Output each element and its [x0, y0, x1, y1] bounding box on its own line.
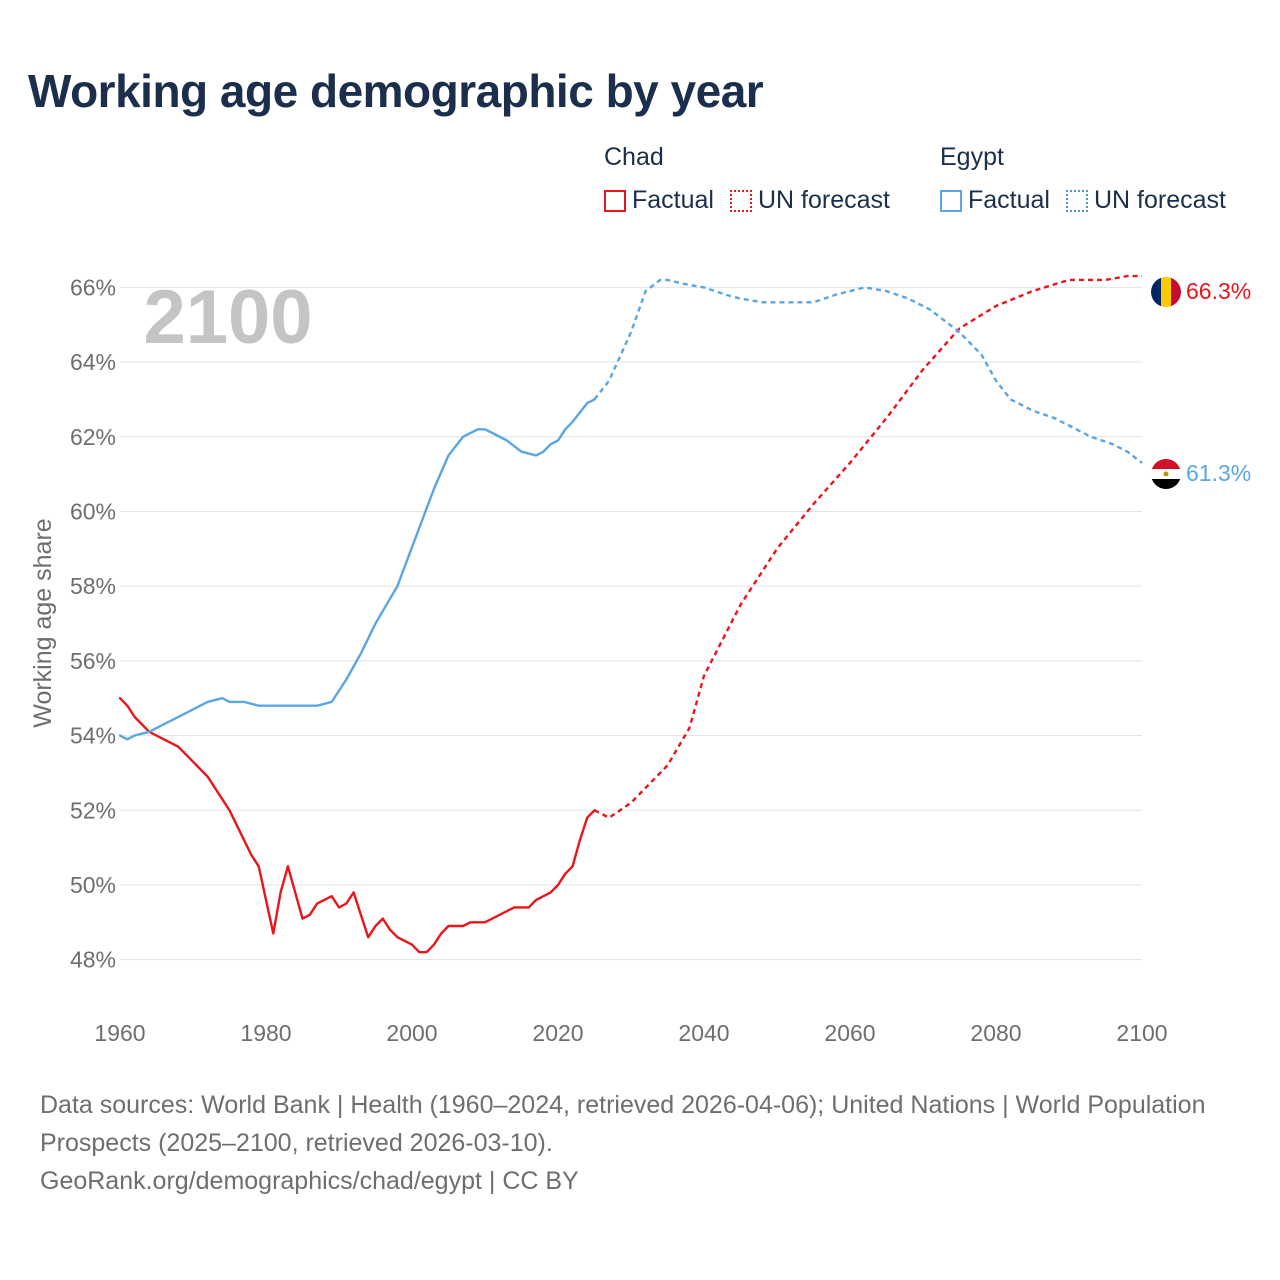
series-lines — [118, 274, 1143, 954]
y-tick-label: 62% — [70, 424, 116, 450]
y-axis-ticks: 48% 50% 52% 54% 56% 58% 60% 62% 64% 66% — [70, 274, 116, 972]
y-tick-label: 48% — [70, 947, 116, 973]
legend-egypt: Egypt Factual UN forecast — [940, 143, 1226, 215]
chad-factual-line — [118, 697, 596, 954]
y-tick-label: 54% — [70, 723, 116, 749]
chad-forecast-line — [593, 274, 1142, 819]
legend-egypt-forecast-label: UN forecast — [1093, 186, 1226, 214]
legend-swatch-dotted — [729, 189, 752, 212]
egypt-factual-line — [118, 398, 596, 741]
x-tick-label: 2040 — [678, 1020, 729, 1046]
legend-swatch-solid — [940, 189, 962, 212]
egypt-forecast-line — [593, 278, 1143, 464]
chart-title: Working age demographic by year — [28, 65, 764, 117]
legend-egypt-forecast[interactable]: UN forecast — [1065, 186, 1226, 215]
legend-swatch-dotted — [1065, 189, 1088, 212]
x-tick-label: 2020 — [532, 1020, 583, 1046]
x-tick-label: 2080 — [970, 1020, 1021, 1046]
y-tick-label: 66% — [70, 274, 116, 300]
x-tick-label: 2100 — [1116, 1020, 1167, 1046]
y-tick-label: 50% — [70, 872, 116, 898]
legend-egypt-factual[interactable]: Factual — [940, 186, 1050, 215]
egypt-end-value-label: 61.3% — [1186, 460, 1251, 486]
grid-lines — [120, 286, 1142, 961]
x-tick-label: 1980 — [240, 1020, 291, 1046]
line-chart: 48% 50% 52% 54% 56% 58% 60% 62% 64% 66% 1960 1980 2… — [29, 274, 1251, 1046]
egypt-flag-icon — [1151, 459, 1181, 489]
legend-swatch-solid — [604, 189, 626, 212]
x-tick-label: 1960 — [94, 1020, 145, 1046]
legend-chad-forecast[interactable]: UN forecast — [729, 186, 890, 215]
year-watermark: 2100 — [143, 275, 312, 360]
legend-chad-factual-label: Factual — [632, 186, 714, 214]
credit-text: GeoRank.org/demographics/chad/egypt | CC… — [40, 1167, 579, 1195]
y-tick-label: 60% — [70, 498, 116, 524]
y-axis-label: Working age share — [29, 518, 57, 727]
data-sources-text: Data sources: World Bank | Health (1960–… — [40, 1091, 1206, 1157]
legend-chad-factual[interactable]: Factual — [604, 186, 714, 215]
legend-egypt-title: Egypt — [940, 143, 1004, 171]
x-axis-ticks: 1960 1980 2000 2020 2040 2060 2080 2100 — [94, 1020, 1167, 1046]
y-tick-label: 64% — [70, 349, 116, 375]
y-tick-label: 56% — [70, 648, 116, 674]
legend-chad-title: Chad — [604, 143, 664, 171]
x-tick-label: 2060 — [824, 1020, 875, 1046]
footer: Data sources: World Bank | Health (1960–… — [40, 1086, 1240, 1200]
x-tick-label: 2000 — [386, 1020, 437, 1046]
legend-chad-forecast-label: UN forecast — [757, 186, 890, 214]
legend-egypt-factual-label: Factual — [968, 186, 1050, 214]
chad-flag-icon — [1151, 277, 1181, 307]
chad-end-value-label: 66.3% — [1186, 278, 1251, 304]
y-tick-label: 52% — [70, 797, 116, 823]
y-tick-label: 58% — [70, 573, 116, 599]
legend-chad: Chad Factual UN forecast — [604, 143, 890, 215]
